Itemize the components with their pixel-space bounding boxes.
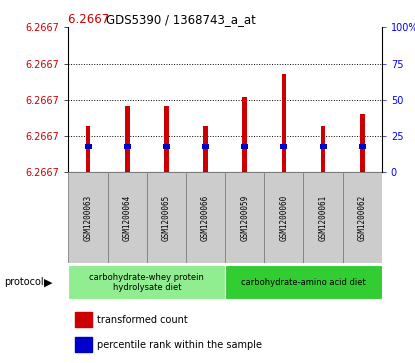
Text: carbohydrate-whey protein
hydrolysate diet: carbohydrate-whey protein hydrolysate di… — [89, 273, 204, 292]
Text: GSM1200065: GSM1200065 — [162, 195, 171, 241]
Text: GSM1200066: GSM1200066 — [201, 195, 210, 241]
Bar — [124, 144, 131, 149]
FancyBboxPatch shape — [107, 172, 147, 263]
FancyBboxPatch shape — [68, 265, 225, 299]
Bar — [125, 106, 129, 172]
FancyBboxPatch shape — [147, 172, 186, 263]
Bar — [359, 144, 366, 149]
FancyBboxPatch shape — [68, 172, 107, 263]
Text: ▶: ▶ — [44, 277, 53, 287]
Text: GDS5390 / 1368743_a_at: GDS5390 / 1368743_a_at — [106, 13, 256, 26]
Text: percentile rank within the sample: percentile rank within the sample — [97, 340, 262, 350]
Bar — [85, 144, 92, 149]
Bar — [163, 144, 170, 149]
Bar — [241, 144, 248, 149]
FancyBboxPatch shape — [225, 172, 264, 263]
Text: 6.2667: 6.2667 — [68, 13, 113, 26]
FancyBboxPatch shape — [264, 172, 303, 263]
Text: GSM1200061: GSM1200061 — [319, 195, 327, 241]
Text: GSM1200063: GSM1200063 — [83, 195, 93, 241]
Bar — [75, 312, 92, 327]
Text: protocol: protocol — [4, 277, 44, 287]
Bar — [164, 106, 169, 172]
FancyBboxPatch shape — [303, 172, 343, 263]
Bar — [281, 144, 288, 149]
Bar — [320, 144, 327, 149]
Text: GSM1200064: GSM1200064 — [123, 195, 132, 241]
Bar — [202, 144, 209, 149]
FancyBboxPatch shape — [225, 265, 382, 299]
Text: carbohydrate-amino acid diet: carbohydrate-amino acid diet — [241, 278, 366, 287]
Text: GSM1200060: GSM1200060 — [279, 195, 288, 241]
Bar — [203, 126, 208, 172]
Bar — [360, 114, 364, 172]
Bar — [242, 97, 247, 172]
FancyBboxPatch shape — [343, 172, 382, 263]
Bar — [321, 126, 325, 172]
Bar — [75, 337, 92, 352]
Text: transformed count: transformed count — [97, 315, 188, 325]
FancyBboxPatch shape — [186, 172, 225, 263]
Bar — [281, 74, 286, 172]
Text: GSM1200062: GSM1200062 — [358, 195, 367, 241]
Text: GSM1200059: GSM1200059 — [240, 195, 249, 241]
Bar — [86, 126, 90, 172]
